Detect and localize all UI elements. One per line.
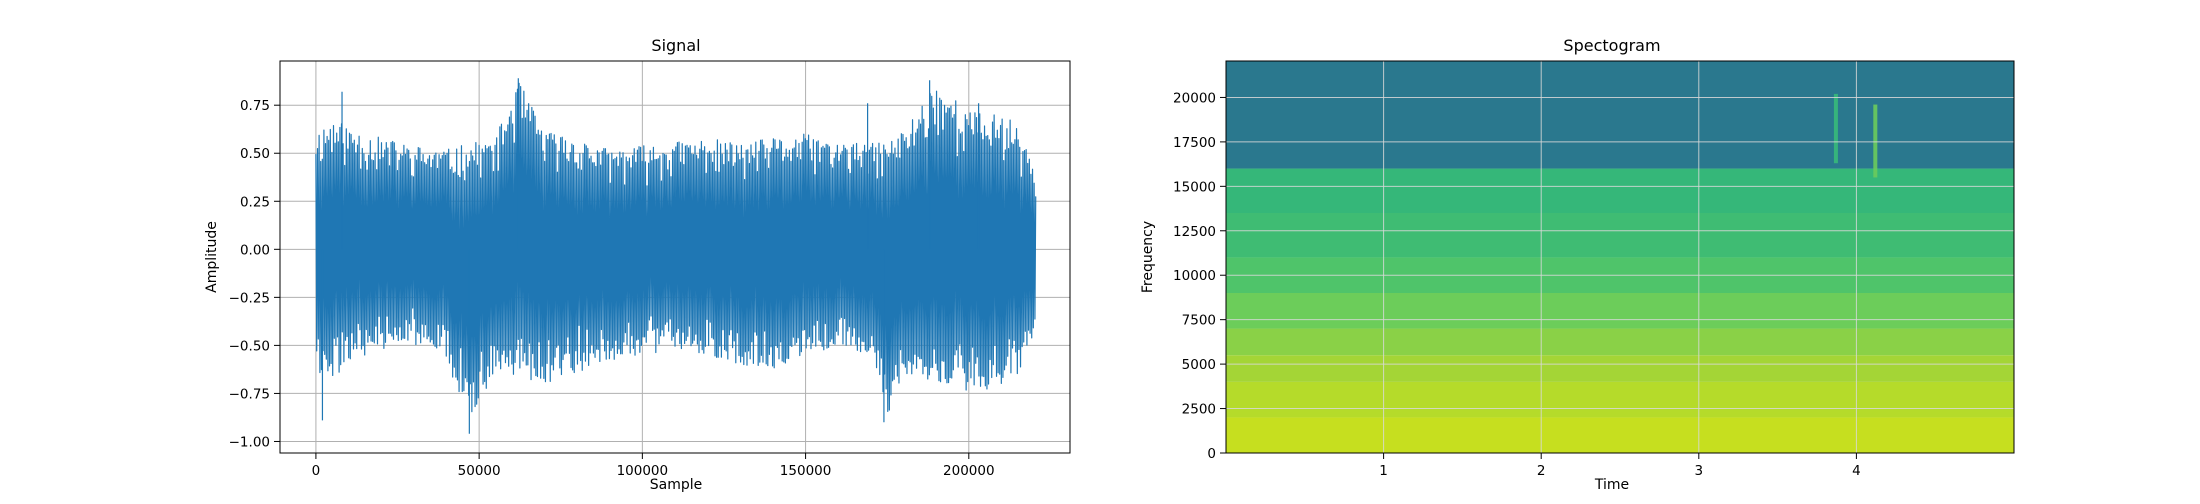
spectrogram-frequency-band: [1226, 328, 2014, 356]
signal-axis-frame: [279, 60, 1071, 454]
spectrogram-frequency-band: [1226, 61, 2014, 169]
signal-x-tick-label: 0: [312, 463, 321, 479]
signal-x-tick-label: 50000: [458, 463, 501, 479]
spectrogram-x-tick-label: 4: [1852, 463, 1861, 479]
spectrogram-y-tick-label: 10000: [1173, 268, 1216, 284]
signal-x-axis-label: Sample: [650, 477, 703, 493]
signal-y-tick-label: 0.75: [240, 98, 270, 114]
spectrogram-x-axis-label: Time: [1594, 477, 1629, 493]
spectrogram-y-tick-label: 15000: [1173, 179, 1216, 195]
spectrogram-title: Spectogram: [1563, 36, 1660, 55]
signal-x-tick-label: 150000: [780, 463, 832, 479]
signal-chart: Signal Sample Amplitude 0 50000 100000 1500…: [204, 36, 1071, 493]
spectrogram-event: [1833, 93, 1838, 164]
signal-x-tick-label: 200000: [943, 463, 995, 479]
signal-y-tick-label: −0.50: [229, 338, 270, 354]
spectrogram-x-tick-label: 2: [1537, 463, 1546, 479]
signal-y-tick-label: 0.25: [240, 194, 270, 210]
spectrogram-y-tick-label: 0: [1207, 446, 1216, 462]
spectrogram-axis-frame: [1225, 60, 2015, 454]
spectrogram-y-tick-label: 2500: [1182, 402, 1216, 418]
signal-y-tick-label: −0.25: [229, 290, 270, 306]
signal-series-line: [315, 82, 1037, 413]
spectrogram-frequency-band: [1226, 381, 2014, 418]
spectrogram-y-tick-label: 7500: [1182, 313, 1216, 329]
signal-x-tick-label: 100000: [617, 463, 669, 479]
signal-y-tick-label: 0.50: [240, 146, 270, 162]
spectrogram-frequency-band: [1226, 293, 2014, 329]
spectrogram-y-tick-label: 12500: [1173, 224, 1216, 240]
spectrogram-frequency-band: [1226, 168, 2014, 213]
spectrogram-y-tick-label: 17500: [1173, 135, 1216, 151]
signal-y-tick-label: −0.75: [229, 386, 270, 402]
signal-y-axis-label: Amplitude: [204, 221, 220, 293]
spectrogram-frequency-band: [1226, 417, 2014, 453]
spectrogram-y-axis-label: Frequency: [1140, 221, 1156, 293]
spectrogram-frequency-band: [1226, 355, 2014, 382]
spectrogram-y-tick-label: 5000: [1182, 357, 1216, 373]
signal-y-tick-label: 0.00: [240, 242, 270, 258]
signal-title: Signal: [651, 36, 700, 55]
spectrogram-chart: Spectogram Time Frequency 1 2 3 4 0 2500 5000 7…: [1140, 36, 2015, 493]
signal-y-tick-label: −1.00: [229, 434, 270, 450]
spectrogram-frequency-band: [1226, 213, 2014, 258]
spectrogram-x-tick-label: 3: [1695, 463, 1704, 479]
spectrogram-y-tick-label: 20000: [1173, 90, 1216, 106]
spectrogram-event: [1873, 104, 1878, 178]
spectrogram-x-tick-label: 1: [1379, 463, 1388, 479]
